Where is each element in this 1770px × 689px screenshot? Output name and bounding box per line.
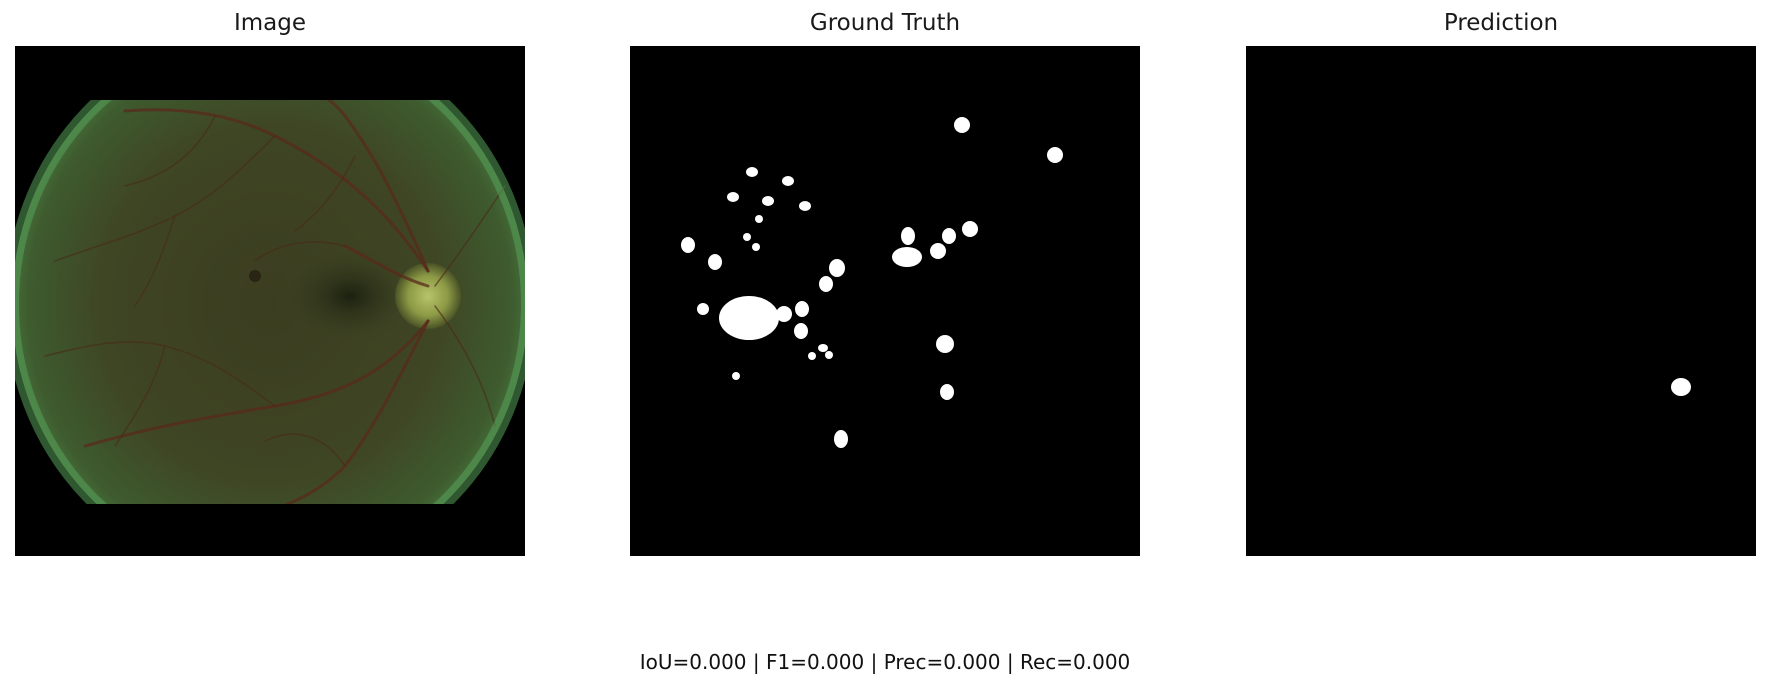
panel-title-image: Image [233, 10, 307, 36]
prediction-mask [1246, 46, 1756, 556]
lesion-blob [954, 117, 970, 133]
metric-separator: | [864, 650, 884, 674]
panel-title-prediction: Prediction [1443, 10, 1559, 36]
lesion-blob [936, 335, 954, 353]
lesion-blob [782, 176, 794, 186]
lesion-blob [834, 430, 848, 448]
fundus-image-panel [15, 46, 525, 556]
lesion-blob [942, 228, 956, 244]
lesion-blob [708, 254, 722, 270]
lesion-blob [755, 215, 763, 223]
lesion-blob [746, 167, 758, 177]
lesion-blob [819, 276, 833, 292]
metric-separator: | [746, 650, 766, 674]
precision-metric: Prec=0.000 [883, 650, 1001, 674]
lesion-blob [930, 243, 946, 259]
lesion-blob [829, 259, 845, 277]
lesion-blob [962, 221, 978, 237]
lesion-blob [681, 237, 695, 253]
metric-separator: | [1000, 650, 1020, 674]
lesion-blob [1047, 147, 1063, 163]
fundus-image [15, 46, 525, 556]
lesion-blob [752, 243, 760, 251]
lesion-blob [727, 192, 739, 202]
f1-metric: F1=0.000 [765, 650, 865, 674]
ground-truth-panel [630, 46, 1140, 556]
lesion-blob [732, 372, 740, 380]
lesion-blob [776, 306, 792, 322]
lesion-blob [818, 344, 828, 352]
lesion-blob [892, 247, 922, 267]
lesion-blob [901, 227, 915, 245]
ground-truth-mask [630, 46, 1140, 556]
metrics-caption: IoU=0.000 | F1=0.000 | Prec=0.000 | Rec=… [0, 650, 1770, 674]
predicted-blob [1671, 378, 1691, 396]
lesion-blob [762, 196, 774, 206]
lesion-blob [719, 296, 779, 340]
panel-title-ground-truth: Ground Truth [809, 10, 961, 36]
lesion-blob [743, 233, 751, 241]
lesion-blob [825, 351, 833, 359]
lesion-blob [808, 352, 816, 360]
lesion-blob [795, 301, 809, 317]
prediction-panel [1246, 46, 1756, 556]
lesion-blob [799, 201, 811, 211]
lesion-blob [697, 303, 709, 315]
iou-metric: IoU=0.000 [639, 650, 747, 674]
recall-metric: Rec=0.000 [1019, 650, 1131, 674]
lesion-blob [794, 323, 808, 339]
lesion-blob [940, 384, 954, 400]
